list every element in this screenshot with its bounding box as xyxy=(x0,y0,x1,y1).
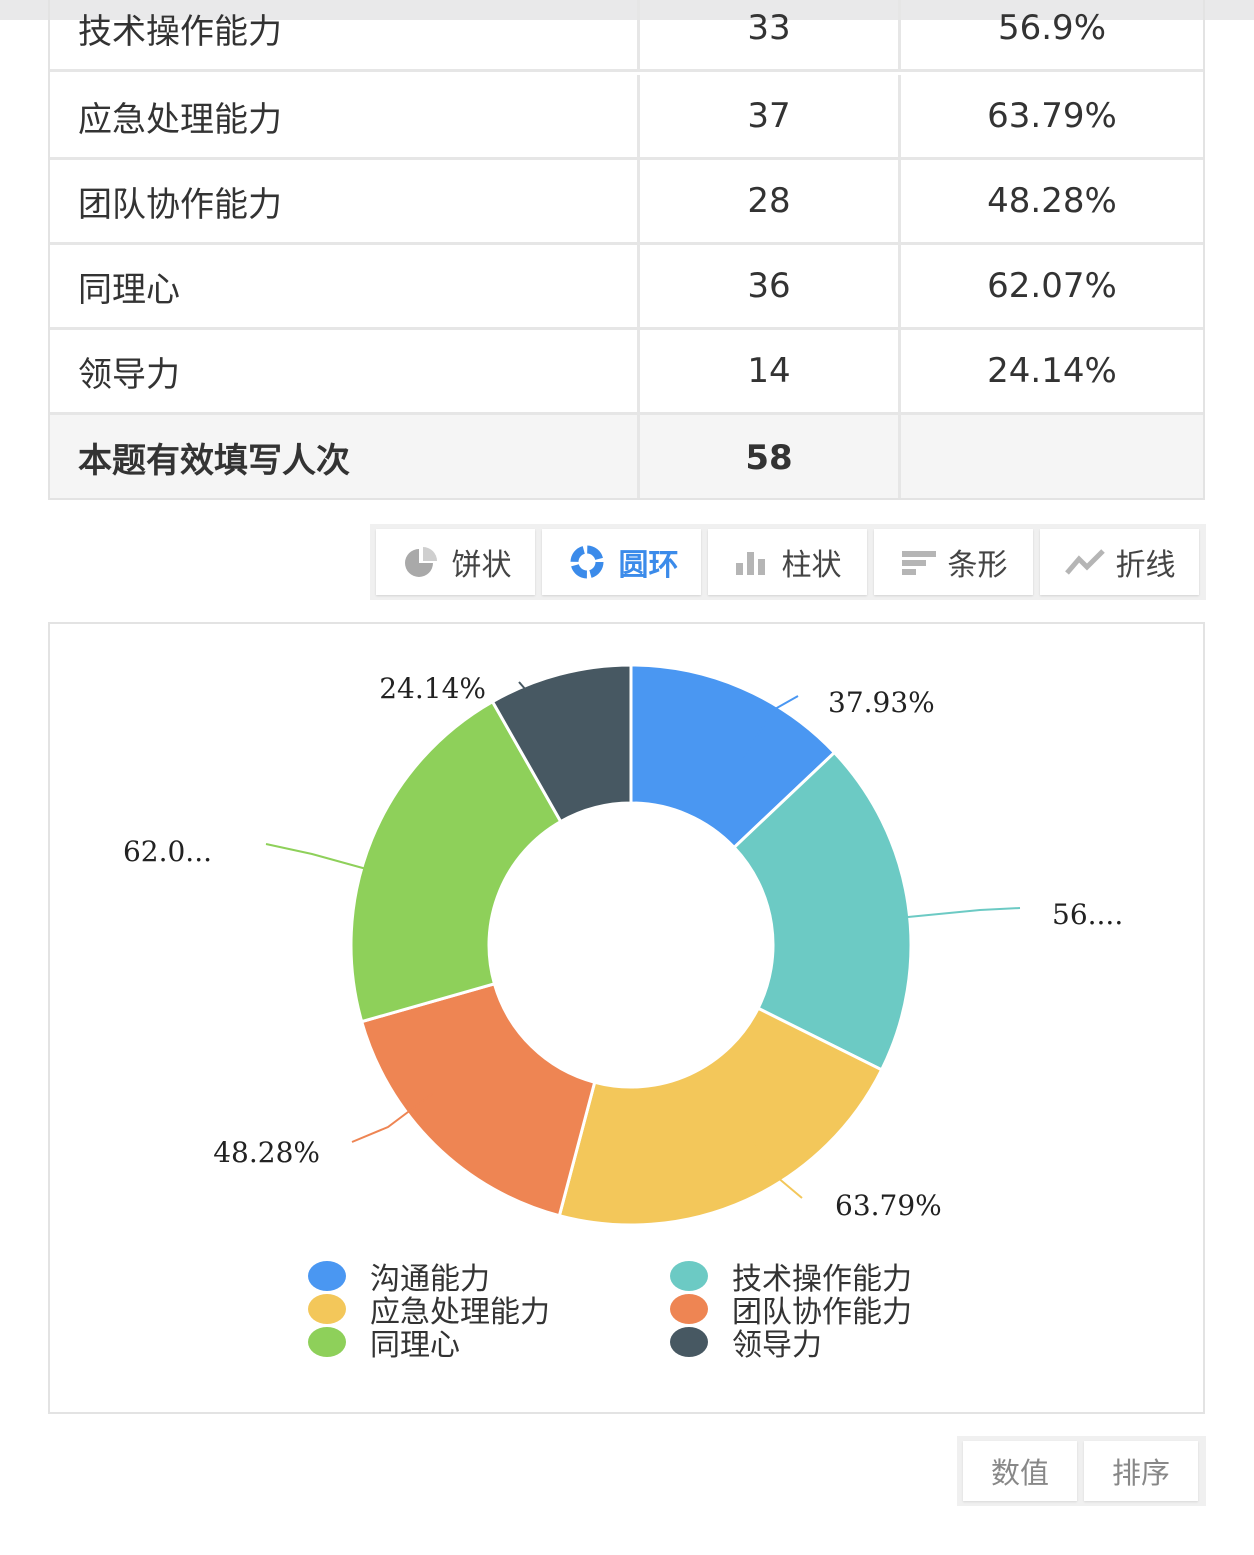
table-row: 技术操作能力 33 56.9% xyxy=(50,0,1203,72)
donut-chart: 37.93% 56.... 63.79% 48.28% 62.0... 24.14% xyxy=(123,663,1123,1227)
option-name: 领导力 xyxy=(50,330,640,412)
option-name: 技术操作能力 xyxy=(50,0,640,69)
donut-slice[interactable] xyxy=(490,663,633,824)
pie-icon xyxy=(404,547,437,577)
label-leader-line xyxy=(351,1093,433,1143)
option-percent: 48.28% xyxy=(987,181,1117,221)
legend-item[interactable]: 应急处理能力 xyxy=(308,1293,550,1330)
line-chart-label: 折线 xyxy=(1115,548,1176,583)
legend-label: 同理心 xyxy=(370,1328,460,1363)
slice-percent-label: 56.... xyxy=(1052,898,1123,931)
horizontal-bar-chart-button[interactable]: 条形 xyxy=(874,529,1033,595)
legend-label: 团队协作能力 xyxy=(732,1295,912,1330)
total-percent xyxy=(901,415,1203,498)
horizontal-bar-chart-label: 条形 xyxy=(947,548,1008,583)
chart-legend: 沟通能力 技术操作能力 应急处理能力 团队协作能力 同理心 领导力 xyxy=(308,1260,1008,1370)
donut-slice[interactable] xyxy=(629,663,837,850)
legend-label: 沟通能力 xyxy=(370,1262,490,1297)
label-leader-line xyxy=(742,695,799,758)
label-leader-line xyxy=(265,843,371,871)
legend-label: 技术操作能力 xyxy=(732,1262,912,1297)
slice-percent-label: 62.0... xyxy=(123,835,212,868)
top-status-strip xyxy=(0,0,1254,20)
slice-percent-label: 24.14% xyxy=(379,672,486,705)
legend-swatch xyxy=(308,1294,346,1324)
option-name: 应急处理能力 xyxy=(50,75,640,157)
donut-chart-label: 圆环 xyxy=(618,548,679,583)
bar-chart-label: 柱状 xyxy=(781,548,842,583)
total-count: 58 xyxy=(640,415,901,498)
legend-swatch xyxy=(670,1327,708,1357)
slice-percent-label: 48.28% xyxy=(213,1136,320,1169)
option-count: 28 xyxy=(640,160,901,242)
option-name: 同理心 xyxy=(50,245,640,327)
legend-swatch xyxy=(308,1261,346,1291)
label-leader-line xyxy=(907,907,1021,918)
table-row: 领导力 14 24.14% xyxy=(50,330,1203,415)
donut-slice[interactable] xyxy=(732,750,913,1072)
chart-panel: 37.93% 56.... 63.79% 48.28% 62.0... 24.14% 沟通… xyxy=(48,622,1205,1414)
donut-slice[interactable] xyxy=(349,699,563,1024)
option-percent: 24.14% xyxy=(987,351,1117,391)
legend-label: 应急处理能力 xyxy=(370,1295,550,1330)
line-chart-button[interactable]: 折线 xyxy=(1040,529,1199,595)
legend-swatch xyxy=(670,1261,708,1291)
value-button[interactable]: 数值 xyxy=(963,1441,1077,1501)
stats-table: 技术操作能力 33 56.9% 应急处理能力 37 63.79% 团队协作能力 … xyxy=(48,0,1205,500)
table-row: 应急处理能力 37 63.79% xyxy=(50,75,1203,160)
donut-slice[interactable] xyxy=(359,982,597,1218)
option-percent: 62.07% xyxy=(987,266,1117,306)
table-row: 同理心 36 62.07% xyxy=(50,245,1203,330)
option-count: 37 xyxy=(640,75,901,157)
slice-percent-label: 63.79% xyxy=(835,1189,942,1222)
option-percent: 63.79% xyxy=(987,96,1117,136)
total-label: 本题有效填写人次 xyxy=(50,415,640,498)
slice-percent-label: 37.93% xyxy=(828,686,935,719)
donut-slice[interactable] xyxy=(557,1006,884,1227)
legend-item[interactable]: 同理心 xyxy=(308,1326,460,1363)
pie-chart-button[interactable]: 饼状 xyxy=(376,529,535,595)
table-total-row: 本题有效填写人次 58 xyxy=(50,415,1203,498)
pie-chart-label: 饼状 xyxy=(451,548,512,583)
bar-icon xyxy=(735,552,765,575)
legend-label: 领导力 xyxy=(732,1328,822,1363)
table-row: 团队协作能力 28 48.28% xyxy=(50,160,1203,245)
option-name: 团队协作能力 xyxy=(50,160,640,242)
option-count: 36 xyxy=(640,245,901,327)
chart-type-toolbar: 饼状 圆环 柱状 条形 折线 xyxy=(370,524,1206,600)
legend-item[interactable]: 团队协作能力 xyxy=(670,1293,912,1330)
option-count: 14 xyxy=(640,330,901,412)
horizontal-bar-icon xyxy=(901,551,936,575)
bottom-toolbar: 数值 排序 xyxy=(957,1436,1206,1506)
label-leader-line xyxy=(746,1130,803,1199)
legend-item[interactable]: 技术操作能力 xyxy=(670,1260,912,1297)
donut-icon xyxy=(570,545,603,579)
legend-swatch xyxy=(670,1294,708,1324)
legend-swatch xyxy=(308,1327,346,1357)
sort-button[interactable]: 排序 xyxy=(1084,1441,1198,1501)
legend-item[interactable]: 领导力 xyxy=(670,1326,822,1363)
donut-chart-button[interactable]: 圆环 xyxy=(542,529,701,595)
bar-chart-button[interactable]: 柱状 xyxy=(708,529,867,595)
legend-item[interactable]: 沟通能力 xyxy=(308,1260,490,1297)
option-count: 33 xyxy=(640,0,901,69)
label-leader-line xyxy=(518,681,560,747)
line-icon xyxy=(1064,549,1105,575)
option-percent: 56.9% xyxy=(997,8,1106,48)
